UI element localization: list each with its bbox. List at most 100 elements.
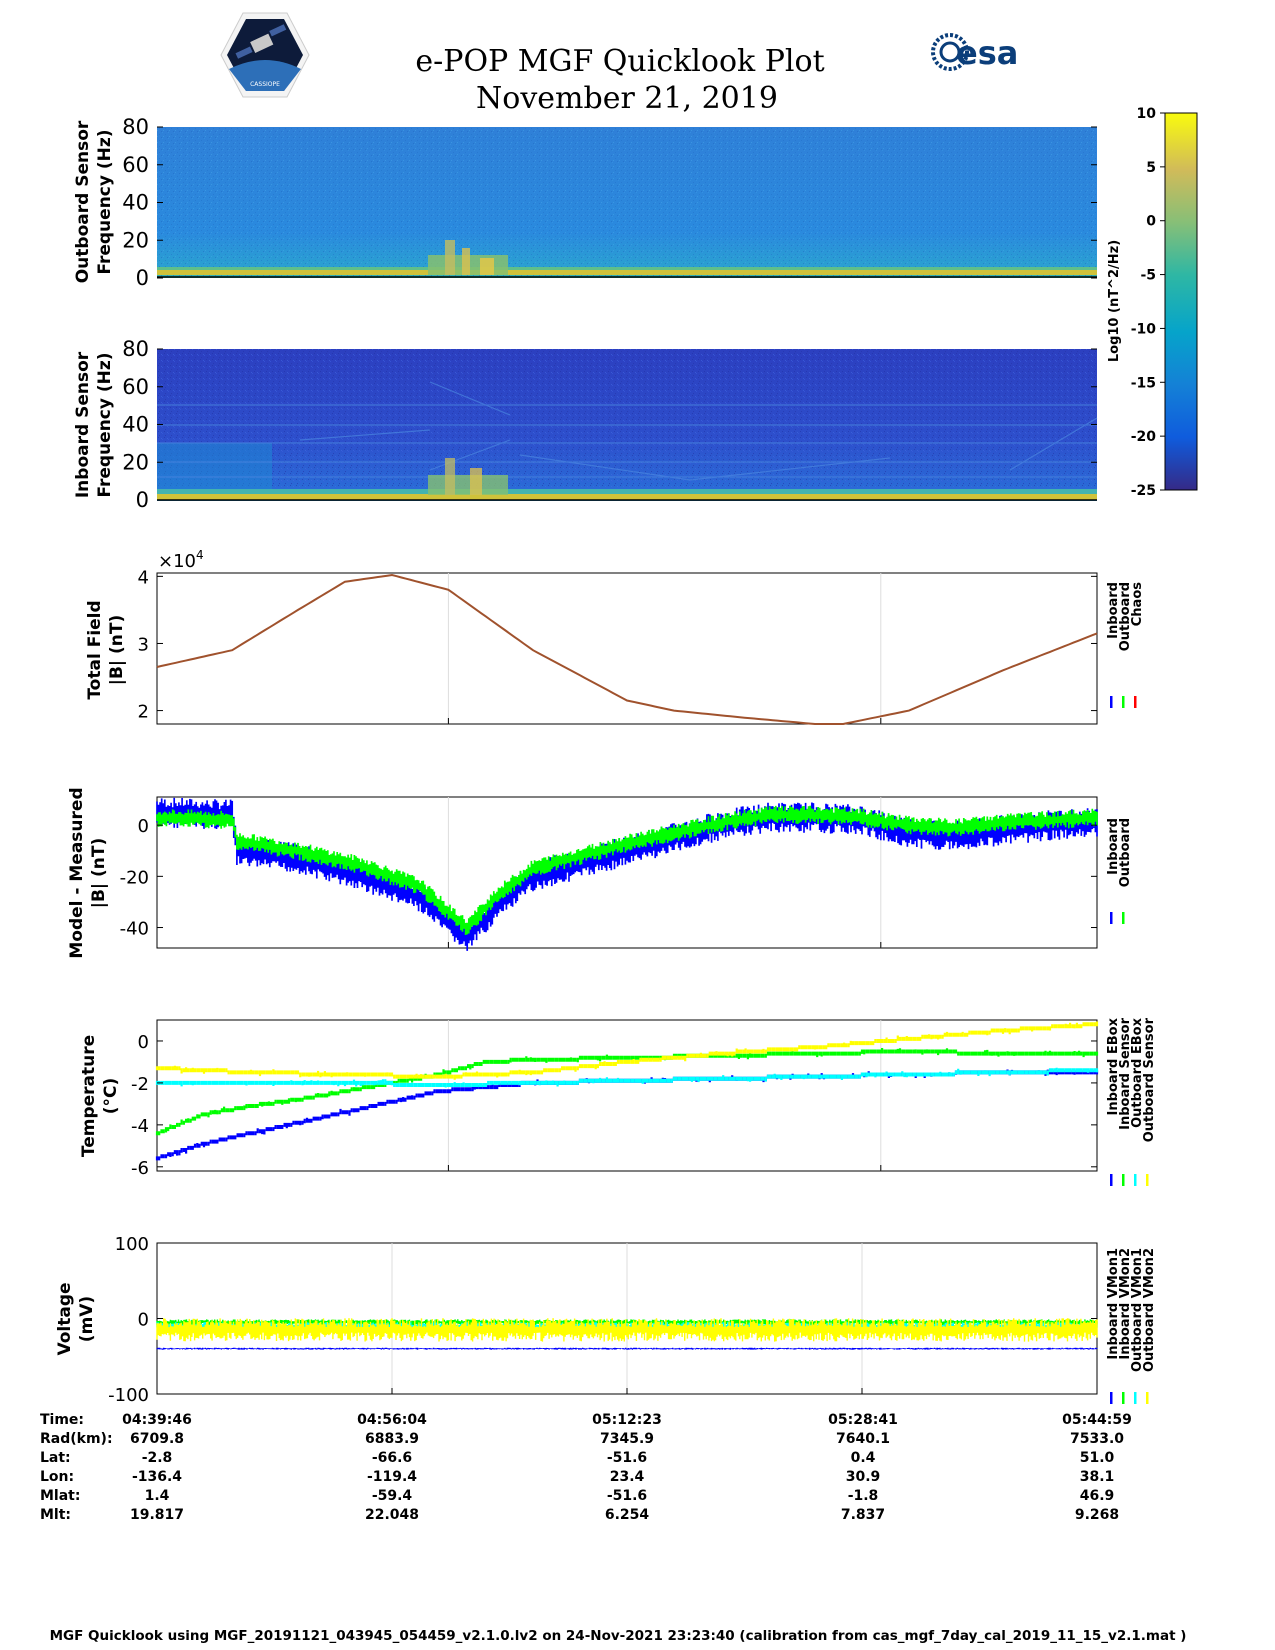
orbit-cell: 7533.0 xyxy=(1070,1431,1124,1447)
series-outboard xyxy=(156,805,1098,935)
outboard-spectrogram-panel: 0 20 40 60 80 Outboard Sensor Frequency (Hz) xyxy=(73,115,1097,290)
orbit-cell: -51.6 xyxy=(607,1488,647,1504)
series-band xyxy=(156,1318,1098,1342)
inboard-burst xyxy=(428,458,508,495)
orbit-cell: 04:56:04 xyxy=(357,1412,427,1428)
model-measured-ylabel-2: |B| (nT) xyxy=(89,838,109,909)
total-field-ylabel-1: Total Field xyxy=(85,600,105,699)
orbit-cell: 04:39:46 xyxy=(122,1412,192,1428)
model-measured-ylabel-1: Model - Measured xyxy=(67,787,87,958)
y-tick-label: -2 xyxy=(131,1074,149,1095)
y-tick-label: 40 xyxy=(122,413,149,437)
legend-swatch xyxy=(1146,1174,1149,1186)
y-tick-label: 80 xyxy=(122,115,149,139)
inboard-ylabel-2: Frequency (Hz) xyxy=(95,352,115,497)
y-tick-label: 40 xyxy=(122,191,149,215)
legend-label: Inboard xyxy=(1106,582,1121,639)
colorbar-tick-label: -10 xyxy=(1131,321,1157,337)
colorbar-tick-label: 5 xyxy=(1146,160,1156,176)
esa-logo: esa xyxy=(931,33,1018,72)
orbit-cell: -59.4 xyxy=(372,1488,413,1504)
inboard-low-band-block xyxy=(157,443,272,495)
header: CASSIOPE e-POP MGF Quicklook Plot Novemb… xyxy=(220,12,1018,116)
legend-swatch xyxy=(1122,912,1125,924)
colorbar-tick-label: -15 xyxy=(1131,375,1156,391)
voltage-panel: -100 0 100 Voltage (mV) Inboard VMon1Inboa… xyxy=(55,1234,1157,1406)
orbit-cell: -51.6 xyxy=(607,1450,647,1466)
series-outboard-sensor xyxy=(155,1021,1099,1080)
legend-label: Outboard EBox xyxy=(1130,1017,1145,1127)
y-tick-label: -100 xyxy=(108,1385,149,1406)
page-date: November 21, 2019 xyxy=(476,81,778,116)
y-tick-label: 100 xyxy=(115,1234,149,1255)
y-tick-label: 0 xyxy=(136,488,149,512)
orbit-cell: -136.4 xyxy=(132,1469,182,1485)
voltage-ylabel-2: (mV) xyxy=(77,1296,97,1342)
total-field-exponent: ×104 xyxy=(158,548,204,572)
orbit-cell: 38.1 xyxy=(1080,1469,1115,1485)
orbit-row-label: Time: xyxy=(40,1412,84,1428)
y-tick-label: 3 xyxy=(138,634,149,655)
y-tick-label: 60 xyxy=(122,375,149,399)
orbit-cell: 6709.8 xyxy=(130,1431,184,1447)
outboard-ylabel-2: Frequency (Hz) xyxy=(95,129,115,274)
legend-label: Outboard VMon1 xyxy=(1130,1248,1145,1372)
temperature-panel: -6 -4 -2 0 Temperature (°C) Inboard EBoxInb… xyxy=(79,1017,1157,1186)
total-field-ylabel-2: |B| (nT) xyxy=(107,615,127,686)
y-tick-label: 60 xyxy=(122,153,149,177)
legend-swatch xyxy=(1110,1174,1113,1186)
orbit-cell: 30.9 xyxy=(846,1469,881,1485)
orbit-cell: 05:12:23 xyxy=(592,1412,662,1428)
legend-label: Inboard VMon1 xyxy=(1106,1248,1121,1360)
orbit-cell: 51.0 xyxy=(1080,1450,1115,1466)
y-tick-label: 20 xyxy=(122,228,149,252)
orbit-cell: -1.8 xyxy=(848,1488,879,1504)
orbit-cell: -2.8 xyxy=(142,1450,173,1466)
y-tick-label: 80 xyxy=(122,337,149,361)
legend-swatch xyxy=(1122,696,1125,708)
legend-label: Outboard Sensor xyxy=(1142,1017,1157,1142)
series-band xyxy=(156,1347,1098,1350)
total-field-axes xyxy=(156,572,1098,725)
orbit-cell: 22.048 xyxy=(365,1507,419,1523)
temperature-axes xyxy=(156,1019,1098,1172)
colorbar-tick-label: -5 xyxy=(1140,268,1156,284)
orbit-cell: 0.4 xyxy=(851,1450,876,1466)
cassiope-logo-text: CASSIOPE xyxy=(250,81,280,88)
total-field-line xyxy=(156,573,1098,725)
orbit-cell: 7.837 xyxy=(841,1507,885,1523)
legend-swatch xyxy=(1110,696,1113,708)
orbit-cell: 7640.1 xyxy=(836,1431,890,1447)
y-tick-label: 0 xyxy=(138,1310,149,1331)
orbit-cell: 6883.9 xyxy=(365,1431,419,1447)
colorbar-tick-label: -20 xyxy=(1131,429,1157,445)
orbit-row-label: Lat: xyxy=(40,1450,71,1466)
series-points xyxy=(155,1021,1099,1080)
legend-label: Inboard VMon2 xyxy=(1118,1248,1133,1360)
legend-swatch xyxy=(1110,912,1113,924)
total-field-panel: 2 3 4 ×104 Total Field |B| (nT) InboardOut… xyxy=(85,548,1145,725)
legend-swatch xyxy=(1122,1174,1125,1186)
y-tick-label: 0 xyxy=(138,816,149,837)
legend-label: Outboard xyxy=(1118,582,1133,651)
orbit-cell: 7345.9 xyxy=(600,1431,654,1447)
legend-label: Inboard EBox xyxy=(1106,1017,1121,1115)
orbit-cell: 05:28:41 xyxy=(828,1412,898,1428)
outboard-burst xyxy=(428,240,508,275)
y-tick-label: -20 xyxy=(120,867,149,888)
colorbar-label: Log10 (nT^2/Hz) xyxy=(1107,240,1122,362)
series-inboard-vmon1 xyxy=(156,1347,1098,1350)
orbit-cell: 46.9 xyxy=(1080,1488,1115,1504)
orbit-cell: 9.268 xyxy=(1075,1507,1119,1523)
temperature-ylabel-2: (°C) xyxy=(101,1078,121,1115)
y-tick-label: 20 xyxy=(122,450,149,474)
orbit-cell: -66.6 xyxy=(372,1450,412,1466)
y-tick-label: -40 xyxy=(120,919,149,940)
esa-logo-text: esa xyxy=(956,34,1018,72)
orbit-cell: 1.4 xyxy=(145,1488,170,1504)
colorbar-tick-label: 10 xyxy=(1137,106,1157,122)
legend-label: Inboard Sensor xyxy=(1118,1017,1133,1129)
